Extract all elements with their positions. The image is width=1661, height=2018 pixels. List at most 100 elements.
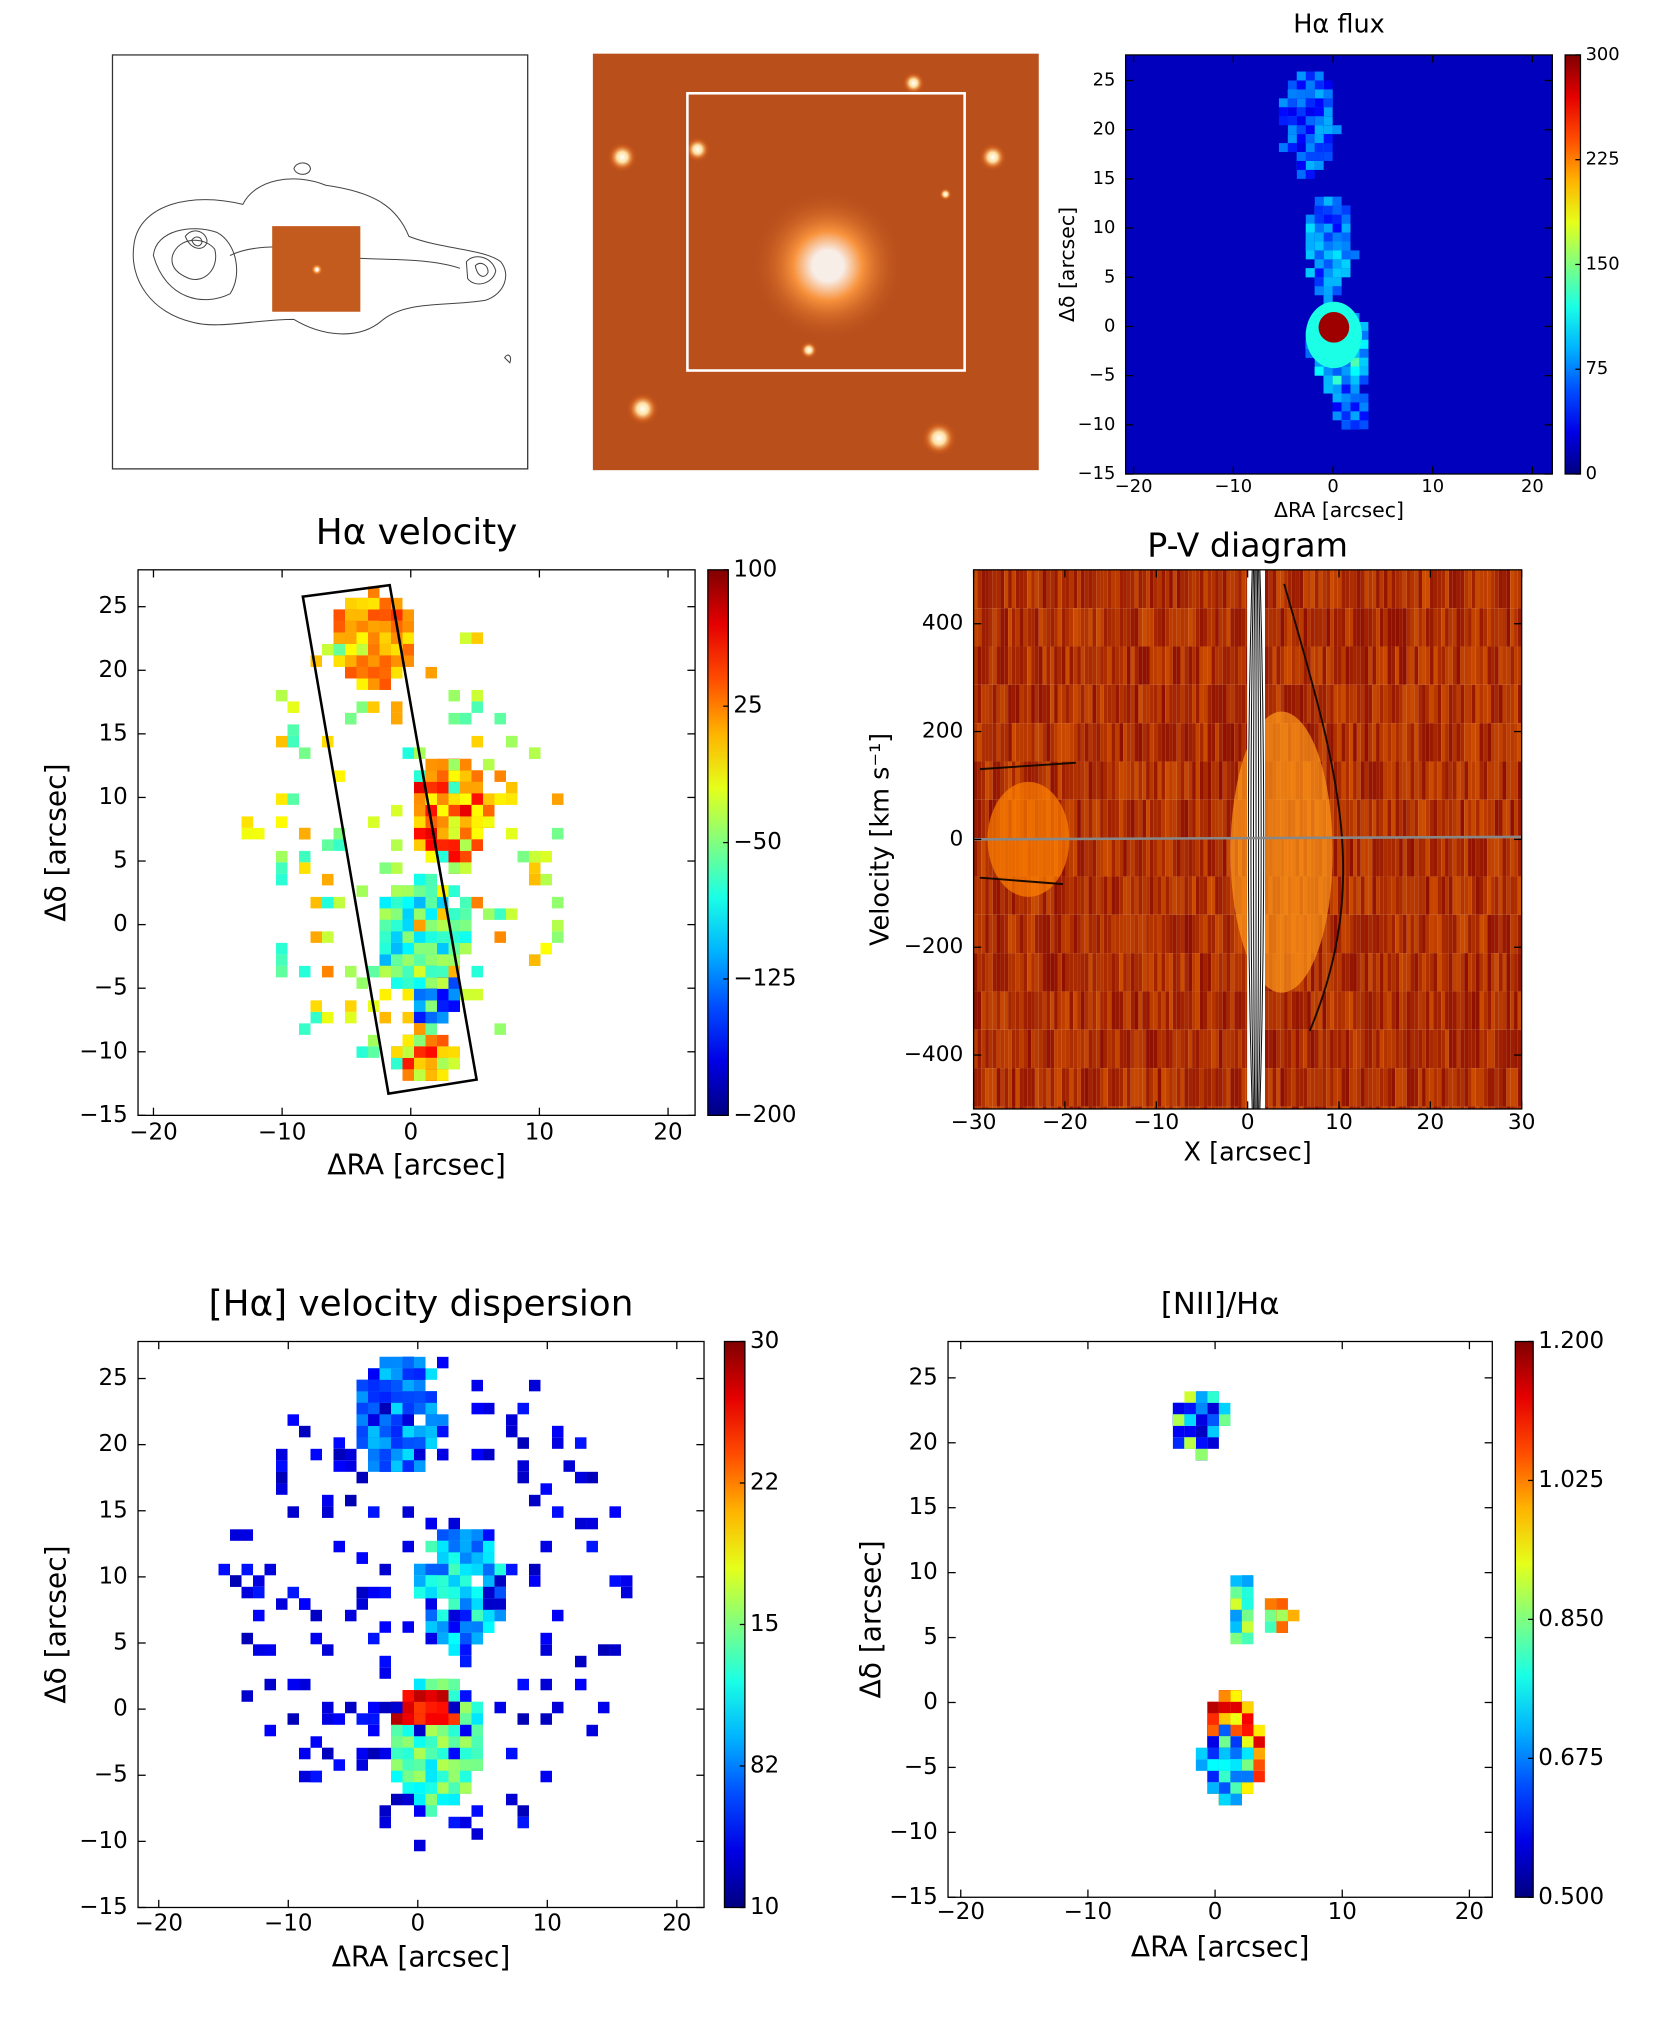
map-column <box>1360 723 1365 762</box>
map-column <box>1445 684 1449 724</box>
map-column <box>1169 646 1173 685</box>
map-column <box>1142 914 1147 954</box>
map-pixel <box>368 586 380 598</box>
map-column <box>1460 991 1465 1030</box>
map-column <box>1425 684 1430 724</box>
map-column <box>1138 876 1143 915</box>
map-pixel <box>436 1678 449 1691</box>
map-column <box>1360 761 1365 800</box>
map-column <box>1080 761 1085 800</box>
map-column <box>1092 838 1097 877</box>
map-column <box>977 608 982 647</box>
y-tick-label: 15 <box>1093 168 1116 189</box>
map-column <box>1149 953 1154 992</box>
map-column <box>1046 914 1051 954</box>
map-column <box>1456 799 1461 839</box>
map-column <box>1479 608 1484 647</box>
map-column <box>1023 646 1028 685</box>
map-pixel <box>471 965 483 978</box>
colorbar-tick-label: −50 <box>733 829 782 855</box>
map-column <box>1134 608 1139 647</box>
map-column <box>1330 608 1334 647</box>
map-column <box>1004 684 1009 724</box>
map-column <box>1406 1029 1411 1069</box>
map-column <box>1387 991 1392 1030</box>
map-pixel <box>436 1034 449 1047</box>
map-column <box>1280 684 1285 724</box>
map-column <box>1418 608 1423 647</box>
map-column <box>1330 799 1334 839</box>
map-column <box>1107 876 1112 915</box>
map-column <box>1123 838 1127 877</box>
map-column <box>1034 646 1039 685</box>
map-column <box>1345 838 1350 877</box>
map-column <box>1226 991 1231 1030</box>
map-pixel <box>1296 107 1306 117</box>
map-column <box>1372 684 1377 724</box>
map-column <box>1195 876 1200 915</box>
map-pixel <box>436 1552 449 1564</box>
map-column <box>1069 1029 1074 1069</box>
map-column <box>1134 569 1139 609</box>
map-pixel <box>448 931 460 943</box>
map-pixel <box>1323 125 1333 135</box>
map-column <box>1402 684 1407 724</box>
map-column <box>1050 761 1055 800</box>
map-pixel <box>402 1690 414 1702</box>
x-tick-label: 0 <box>1327 476 1338 497</box>
map-column <box>1425 799 1430 839</box>
map-column <box>1192 569 1196 609</box>
map-pixel <box>356 609 369 621</box>
map-column <box>1410 723 1415 762</box>
map-pixel <box>1341 241 1351 251</box>
map-column <box>1027 761 1032 800</box>
map-column <box>1203 646 1208 685</box>
map-column <box>1126 953 1131 992</box>
map-column <box>1364 991 1369 1030</box>
map-pixel <box>471 770 483 782</box>
map-column <box>1437 914 1442 954</box>
map-pixel <box>345 597 357 610</box>
map-pixel <box>356 1598 369 1610</box>
map-column <box>1276 1029 1281 1069</box>
map-pixel <box>494 908 506 920</box>
map-column <box>1475 608 1480 647</box>
map-column <box>1364 608 1369 647</box>
map-column <box>1414 569 1419 609</box>
map-column <box>1356 876 1361 915</box>
map-column <box>1445 914 1449 954</box>
map-column <box>1077 569 1081 609</box>
map-pixel <box>1332 214 1342 224</box>
map-column <box>1395 1029 1400 1069</box>
map-column <box>1314 723 1319 762</box>
map-column <box>988 723 993 762</box>
map-column <box>1406 723 1411 762</box>
map-column <box>1287 1068 1292 1107</box>
map-column <box>1414 953 1419 992</box>
map-column <box>1130 646 1135 685</box>
map-column <box>1303 1029 1308 1069</box>
map-column <box>1130 761 1135 800</box>
map-column <box>1138 799 1143 839</box>
map-column <box>1264 1029 1269 1069</box>
map-column <box>1000 569 1005 609</box>
map-pixel <box>1332 411 1342 421</box>
map-column <box>1326 684 1331 724</box>
map-column <box>1199 1029 1204 1069</box>
map-pixel <box>299 965 311 978</box>
map-column <box>1199 646 1204 685</box>
map-pixel <box>597 1701 610 1714</box>
map-pixel <box>299 827 311 840</box>
map-column <box>1464 799 1469 839</box>
map-column <box>1333 646 1338 685</box>
map-column <box>1019 608 1024 647</box>
map-column <box>1299 569 1304 609</box>
map-column <box>1184 723 1189 762</box>
map-column <box>1345 991 1350 1030</box>
map-column <box>985 876 989 915</box>
map-pixel <box>1305 223 1315 233</box>
map-pixel <box>345 1011 357 1024</box>
map-pixel <box>448 1046 460 1058</box>
map-pixel <box>333 643 346 656</box>
map-pixel <box>436 1356 449 1369</box>
